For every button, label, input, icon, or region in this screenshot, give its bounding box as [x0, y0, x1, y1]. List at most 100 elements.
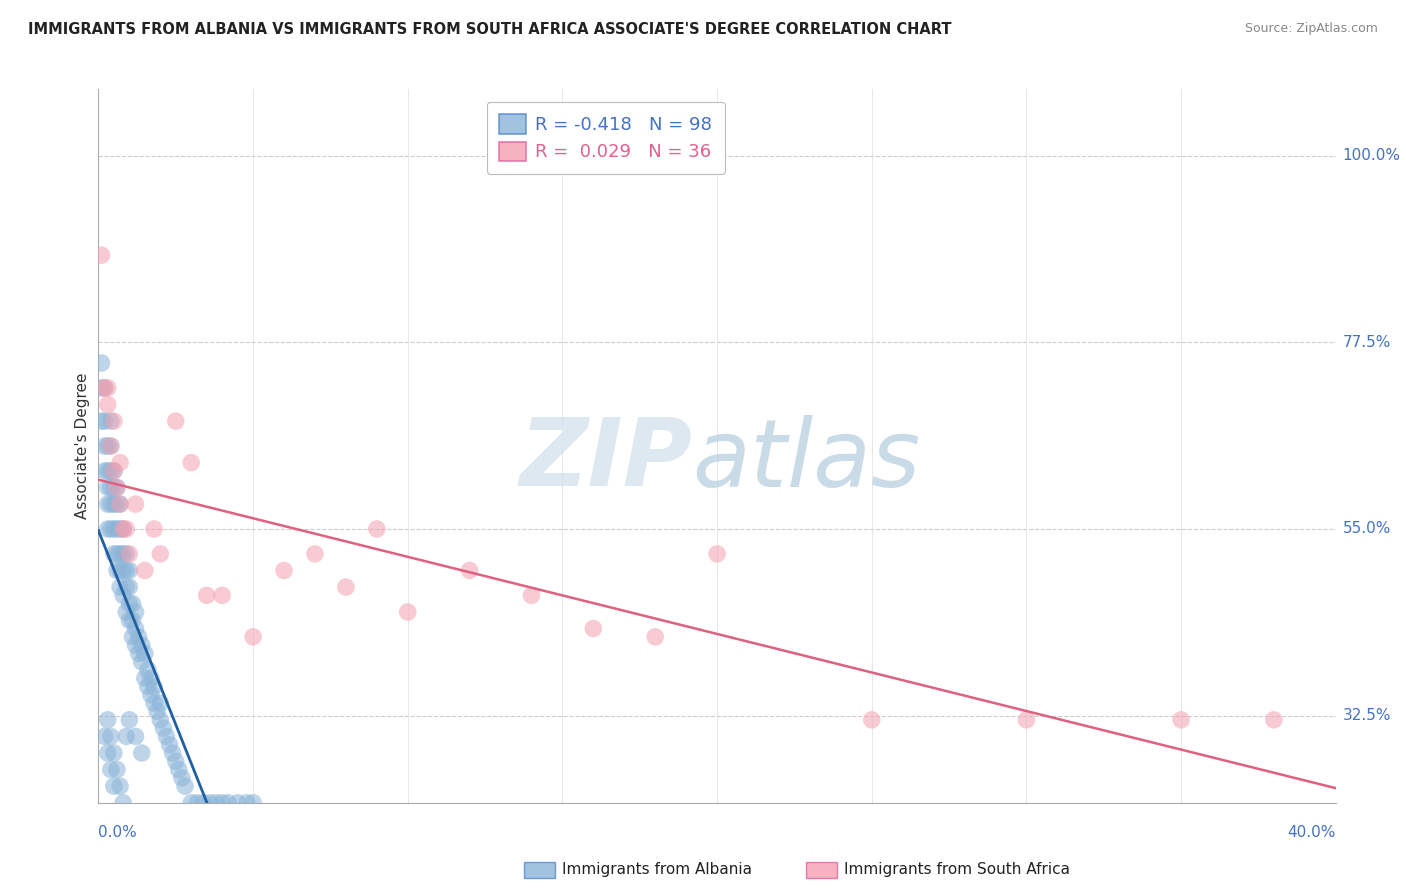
- Point: [195, 588, 218, 602]
- Point: [103, 464, 125, 478]
- Point: [112, 588, 135, 602]
- Point: [103, 746, 125, 760]
- Point: [335, 580, 357, 594]
- Point: [118, 580, 141, 594]
- Text: 100.0%: 100.0%: [1343, 148, 1400, 163]
- Point: [170, 771, 193, 785]
- Point: [105, 481, 128, 495]
- Point: [226, 796, 249, 810]
- Point: [103, 522, 125, 536]
- Point: [112, 522, 135, 536]
- Point: [131, 655, 153, 669]
- Point: [112, 796, 135, 810]
- Point: [90, 248, 112, 262]
- Point: [103, 779, 125, 793]
- Point: [159, 738, 181, 752]
- Point: [108, 564, 131, 578]
- Point: [97, 397, 120, 411]
- Point: [149, 713, 172, 727]
- Point: [366, 522, 388, 536]
- Point: [108, 580, 131, 594]
- Text: IMMIGRANTS FROM ALBANIA VS IMMIGRANTS FROM SOUTH AFRICA ASSOCIATE'S DEGREE CORRE: IMMIGRANTS FROM ALBANIA VS IMMIGRANTS FR…: [28, 22, 952, 37]
- Point: [217, 796, 239, 810]
- Point: [134, 647, 156, 661]
- Point: [124, 605, 146, 619]
- Point: [165, 754, 187, 768]
- Point: [115, 730, 138, 744]
- Point: [93, 381, 115, 395]
- Point: [100, 497, 122, 511]
- Point: [103, 414, 125, 428]
- Point: [124, 622, 146, 636]
- Point: [139, 671, 162, 685]
- Point: [118, 713, 141, 727]
- Point: [396, 605, 419, 619]
- Point: [105, 497, 128, 511]
- Point: [93, 464, 115, 478]
- Point: [1263, 713, 1285, 727]
- Point: [100, 439, 122, 453]
- Point: [105, 547, 128, 561]
- Point: [90, 414, 112, 428]
- Point: [105, 481, 128, 495]
- Point: [105, 564, 128, 578]
- Point: [93, 381, 115, 395]
- Point: [97, 381, 120, 395]
- Legend: R = -0.418   N = 98, R =  0.029   N = 36: R = -0.418 N = 98, R = 0.029 N = 36: [486, 102, 725, 174]
- Point: [121, 630, 143, 644]
- Point: [118, 597, 141, 611]
- Point: [211, 588, 233, 602]
- Text: 55.0%: 55.0%: [1343, 522, 1391, 536]
- Point: [100, 414, 122, 428]
- Point: [118, 547, 141, 561]
- Text: 32.5%: 32.5%: [1343, 708, 1391, 723]
- Point: [155, 730, 177, 744]
- Point: [128, 630, 150, 644]
- Point: [180, 456, 202, 470]
- Point: [121, 597, 143, 611]
- Point: [100, 730, 122, 744]
- Point: [174, 779, 197, 793]
- Point: [186, 796, 208, 810]
- Point: [97, 746, 120, 760]
- Point: [103, 497, 125, 511]
- Text: Source: ZipAtlas.com: Source: ZipAtlas.com: [1244, 22, 1378, 36]
- Point: [118, 564, 141, 578]
- Point: [139, 688, 162, 702]
- Point: [115, 580, 138, 594]
- Point: [131, 746, 153, 760]
- Point: [152, 721, 174, 735]
- Point: [121, 613, 143, 627]
- Point: [124, 730, 146, 744]
- Point: [115, 605, 138, 619]
- Point: [105, 763, 128, 777]
- Point: [131, 638, 153, 652]
- Point: [90, 381, 112, 395]
- Point: [108, 456, 131, 470]
- Point: [236, 796, 259, 810]
- Text: Immigrants from Albania: Immigrants from Albania: [562, 863, 752, 877]
- Point: [205, 796, 228, 810]
- Point: [143, 696, 166, 710]
- Point: [97, 439, 120, 453]
- Point: [100, 763, 122, 777]
- Point: [105, 522, 128, 536]
- Point: [100, 481, 122, 495]
- Point: [273, 564, 295, 578]
- Point: [97, 464, 120, 478]
- Point: [115, 547, 138, 561]
- Point: [211, 796, 233, 810]
- Point: [180, 796, 202, 810]
- Point: [90, 356, 112, 370]
- Point: [143, 680, 166, 694]
- Point: [242, 796, 264, 810]
- Point: [134, 671, 156, 685]
- Point: [136, 663, 159, 677]
- Point: [458, 564, 481, 578]
- Point: [304, 547, 326, 561]
- Point: [100, 522, 122, 536]
- Point: [100, 464, 122, 478]
- Point: [112, 522, 135, 536]
- Point: [167, 763, 190, 777]
- Point: [108, 497, 131, 511]
